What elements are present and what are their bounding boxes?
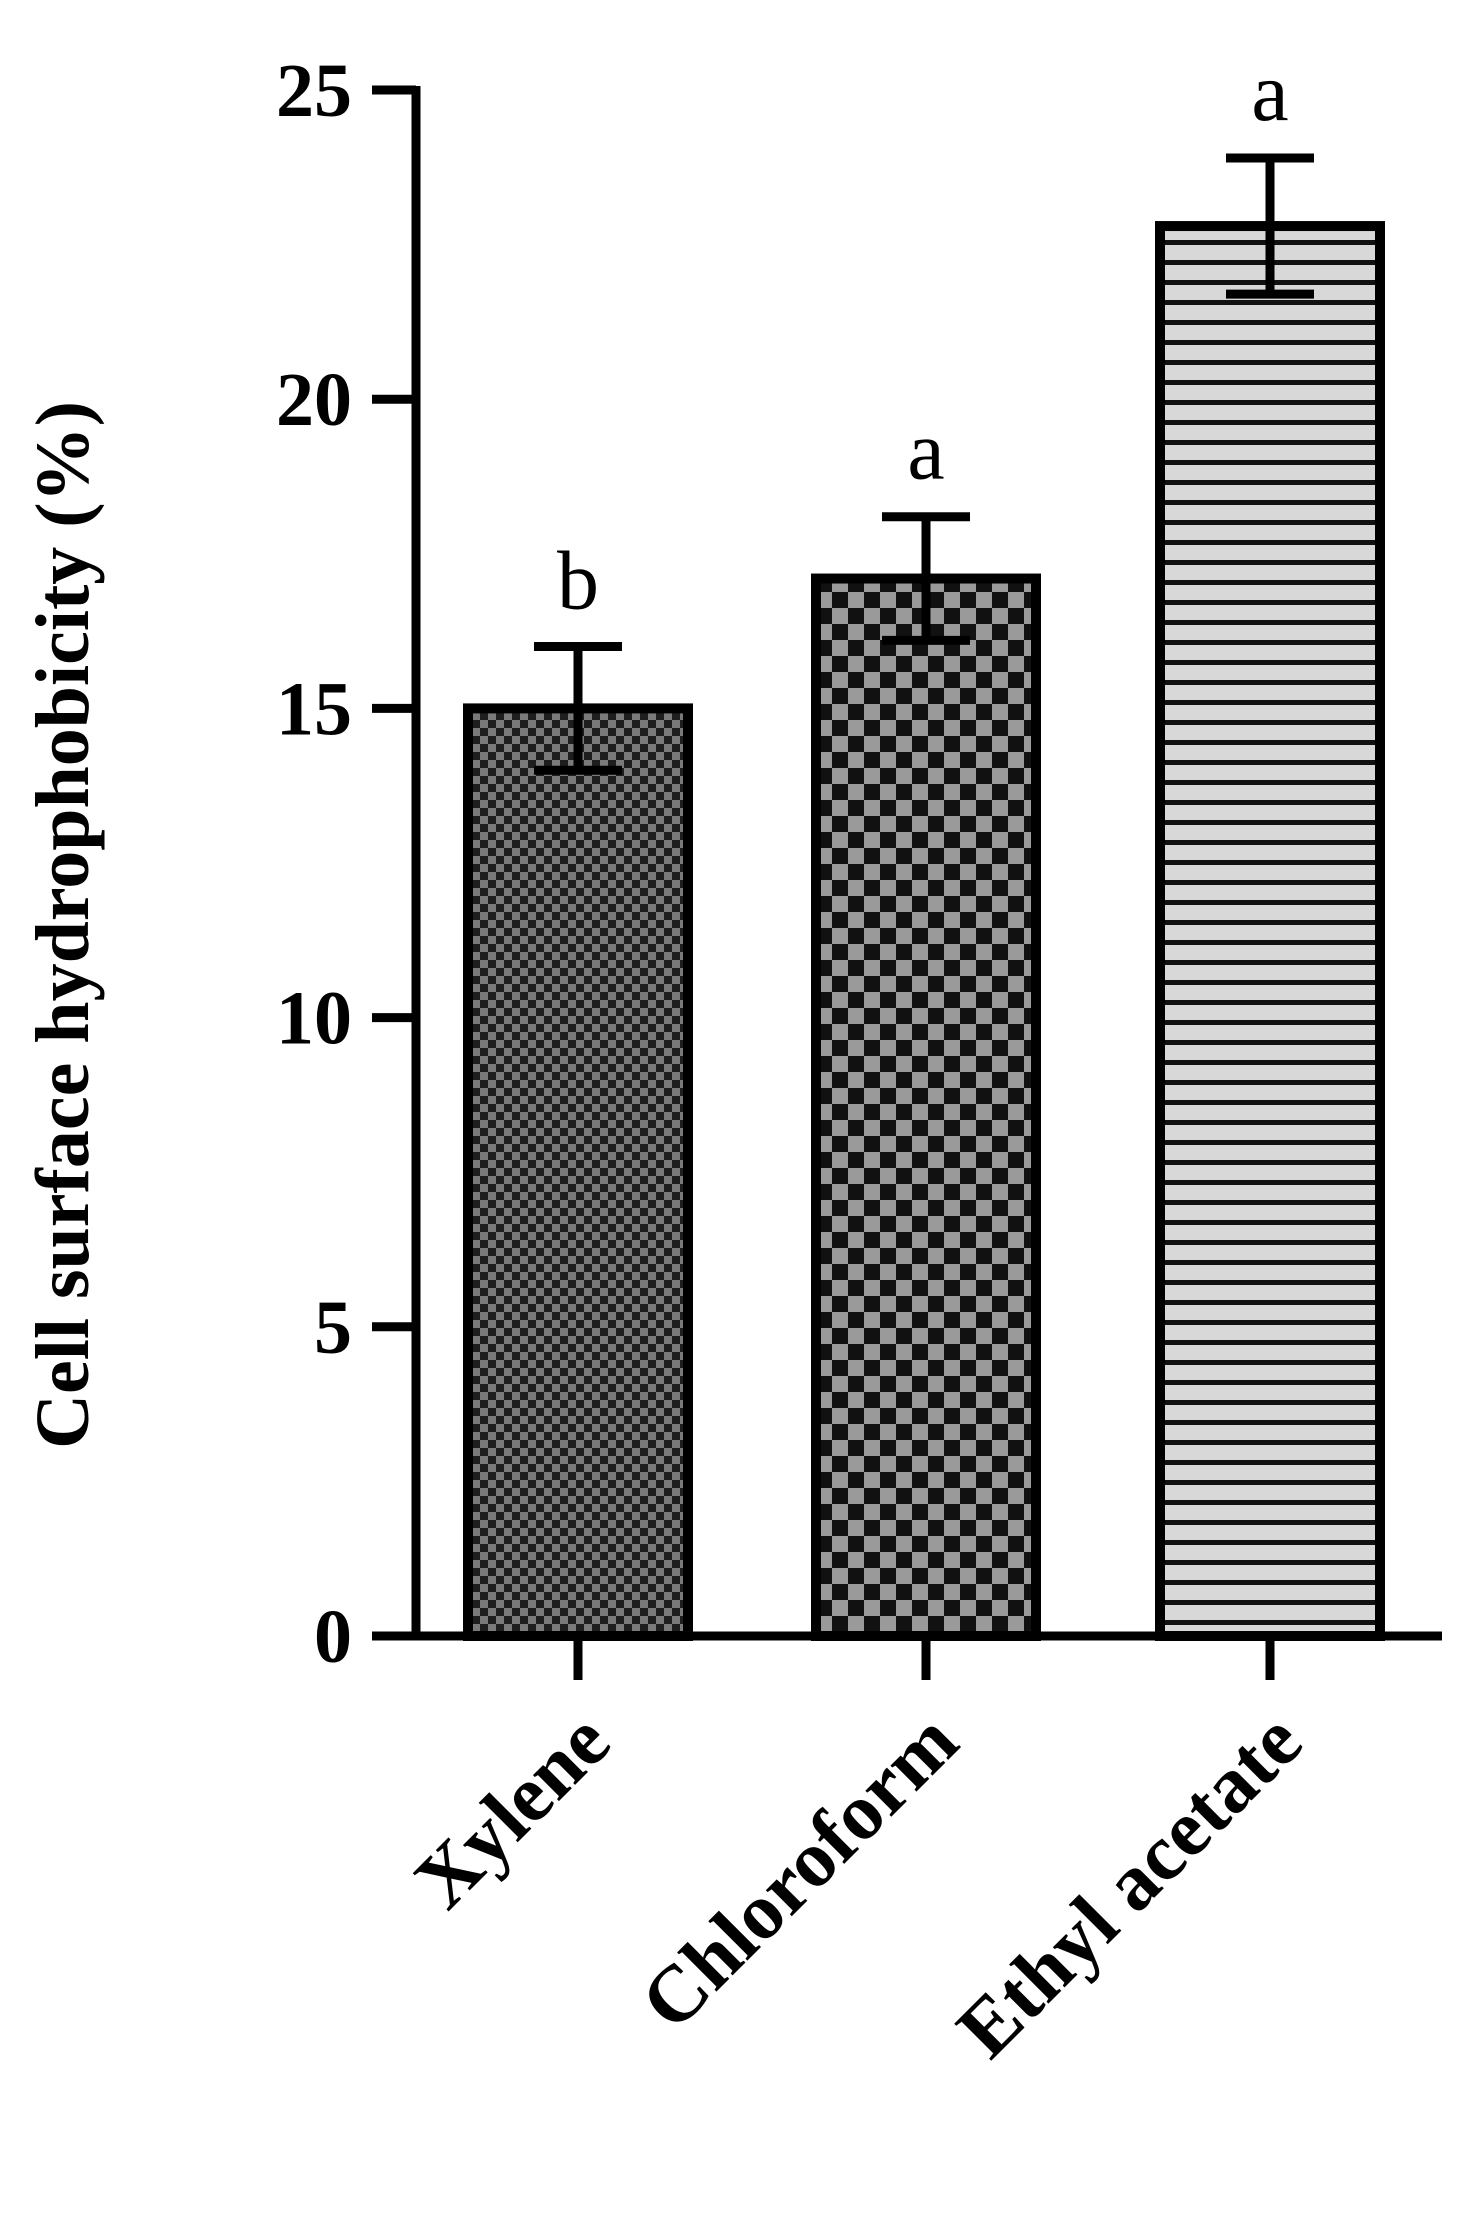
y-tick-label-4: 20 (276, 358, 352, 442)
bar-xylene (463, 703, 693, 1641)
y-tick-5: 25 (276, 49, 416, 133)
x-tick-label-chloroform: Chloroform (624, 1697, 974, 2047)
y-tick-2: 10 (276, 977, 416, 1061)
y-tick-label-0: 0 (314, 1595, 352, 1679)
y-tick-label-2: 10 (276, 977, 352, 1061)
y-tick-1: 5 (314, 1286, 416, 1370)
bar-chloroform (811, 573, 1041, 1641)
y-tick-label-1: 5 (314, 1286, 352, 1370)
significance-label-ethyl-acetate: a (1251, 46, 1288, 139)
y-tick-label-3: 15 (276, 667, 352, 751)
bar-ethyl-acetate (1155, 221, 1385, 1642)
x-tick-label-ethyl-acetate: Ethyl acetate (941, 1697, 1319, 2075)
y-axis-title: Cell surface hydrophobicity (%) (21, 401, 105, 1449)
significance-label-chloroform: a (907, 405, 944, 498)
bar-group-xylene: b Xylene (398, 535, 693, 1926)
y-tick-4: 20 (276, 358, 416, 442)
x-tick-label-xylene: Xylene (398, 1697, 627, 1926)
significance-label-xylene: b (557, 535, 599, 628)
y-tick-label-5: 25 (276, 49, 352, 133)
y-tick-0: 0 (314, 1595, 416, 1679)
y-tick-3: 15 (276, 667, 416, 751)
